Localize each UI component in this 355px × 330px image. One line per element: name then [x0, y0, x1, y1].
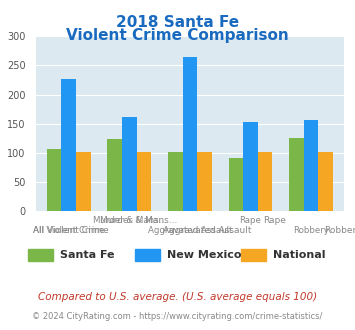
Text: National: National — [273, 250, 326, 260]
Bar — [47, 149, 61, 211]
Text: Robbery: Robbery — [324, 226, 355, 235]
Text: Aggravated Assault: Aggravated Assault — [163, 226, 251, 235]
Text: 2018 Santa Fe: 2018 Santa Fe — [116, 15, 239, 30]
Bar — [168, 152, 182, 211]
Bar — [304, 120, 318, 211]
Text: © 2024 CityRating.com - https://www.cityrating.com/crime-statistics/: © 2024 CityRating.com - https://www.city… — [32, 312, 323, 321]
Bar — [197, 152, 212, 211]
Bar — [137, 152, 151, 211]
Text: Compared to U.S. average. (U.S. average equals 100): Compared to U.S. average. (U.S. average … — [38, 292, 317, 302]
Text: All Violent Crime: All Violent Crime — [33, 226, 105, 235]
Text: Robbery: Robbery — [293, 226, 329, 235]
Bar — [243, 122, 258, 211]
Bar — [229, 158, 243, 211]
Text: Rape: Rape — [240, 216, 261, 225]
Bar — [182, 57, 197, 211]
Text: Aggravated Assault: Aggravated Assault — [148, 226, 232, 235]
Bar — [76, 152, 91, 211]
Text: All Violent Crime: All Violent Crime — [33, 226, 109, 235]
Bar — [289, 138, 304, 211]
Bar — [107, 140, 122, 211]
Bar — [318, 152, 333, 211]
Text: Murder & Mans...: Murder & Mans... — [93, 216, 166, 225]
Bar — [122, 117, 137, 211]
Text: Rape: Rape — [263, 216, 286, 225]
Text: Violent Crime Comparison: Violent Crime Comparison — [66, 28, 289, 43]
Text: New Mexico: New Mexico — [167, 250, 241, 260]
Text: Santa Fe: Santa Fe — [60, 250, 115, 260]
Bar — [258, 152, 273, 211]
Text: Murder & Mans...: Murder & Mans... — [100, 216, 178, 225]
Bar — [61, 79, 76, 211]
